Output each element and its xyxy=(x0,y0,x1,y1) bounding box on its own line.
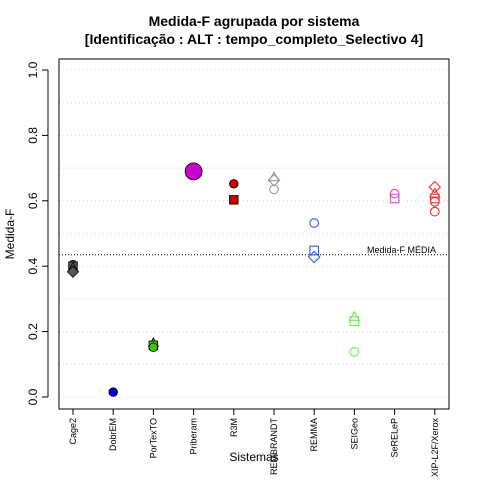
data-point-diamond xyxy=(66,265,80,278)
data-point-circle xyxy=(108,387,118,397)
y-tick-label: 1.0 xyxy=(26,61,40,78)
data-point-circle xyxy=(349,347,360,357)
x-tick-label: DobrEM xyxy=(108,418,118,451)
data-point-diamond xyxy=(428,180,442,194)
x-tick-label: Cage2 xyxy=(68,418,78,445)
data-points xyxy=(66,162,442,397)
x-tick-label: XIP-L2F/Xerox xyxy=(430,418,440,478)
x-tick-label: REMBRANDT xyxy=(269,418,279,476)
data-point-circle xyxy=(429,206,440,217)
plot-frame xyxy=(58,58,450,410)
y-tick-label: 0.8 xyxy=(26,127,40,144)
x-axis: Cage2 DobrEM PorTexTO Priberam R3M REMBRANDT R… xyxy=(68,408,440,478)
x-tick-label: SeRELeP xyxy=(390,418,400,458)
data-point-circle xyxy=(309,218,320,228)
x-tick-label: Priberam xyxy=(189,418,199,455)
y-tick-label: 0.6 xyxy=(26,192,40,209)
chart-subtitle: [Identificação : ALT : tempo_completo_Se… xyxy=(85,31,423,47)
chart-title: Medida-F agrupada por sistema xyxy=(149,13,360,29)
mean-reference-label: Medida-F MÉDIA xyxy=(367,245,436,255)
y-tick-label: 0.4 xyxy=(26,258,40,275)
y-tick-label: 0.2 xyxy=(26,323,40,340)
x-tick-label: R3M xyxy=(229,418,239,437)
data-point-circle xyxy=(148,342,159,352)
data-point-circle xyxy=(269,184,279,195)
y-axis: 0.0 0.2 0.4 0.6 0.8 1.0 xyxy=(26,61,49,405)
x-axis-label: Sistemas xyxy=(229,450,278,464)
data-point-square xyxy=(429,193,440,204)
data-point-diamond xyxy=(267,173,281,187)
data-point-square xyxy=(349,316,360,326)
data-point-circle xyxy=(389,188,400,199)
gridlines xyxy=(59,69,449,398)
data-point-square xyxy=(389,193,400,204)
y-tick-label: 0.0 xyxy=(26,388,40,405)
data-point-triangle xyxy=(348,310,361,321)
data-point-circle xyxy=(429,196,440,207)
data-point-square xyxy=(309,245,320,256)
x-tick-label: REMMA xyxy=(309,418,319,452)
data-point-circle xyxy=(184,162,203,181)
x-tick-label: PorTexTO xyxy=(148,418,158,458)
data-point-diamond xyxy=(307,250,321,264)
x-tick-label: SEIGeo xyxy=(349,418,359,450)
data-point-circle xyxy=(229,179,239,189)
y-axis-label: Medida-F xyxy=(3,209,17,260)
data-point-square xyxy=(229,195,239,205)
data-point-triangle xyxy=(268,170,280,182)
